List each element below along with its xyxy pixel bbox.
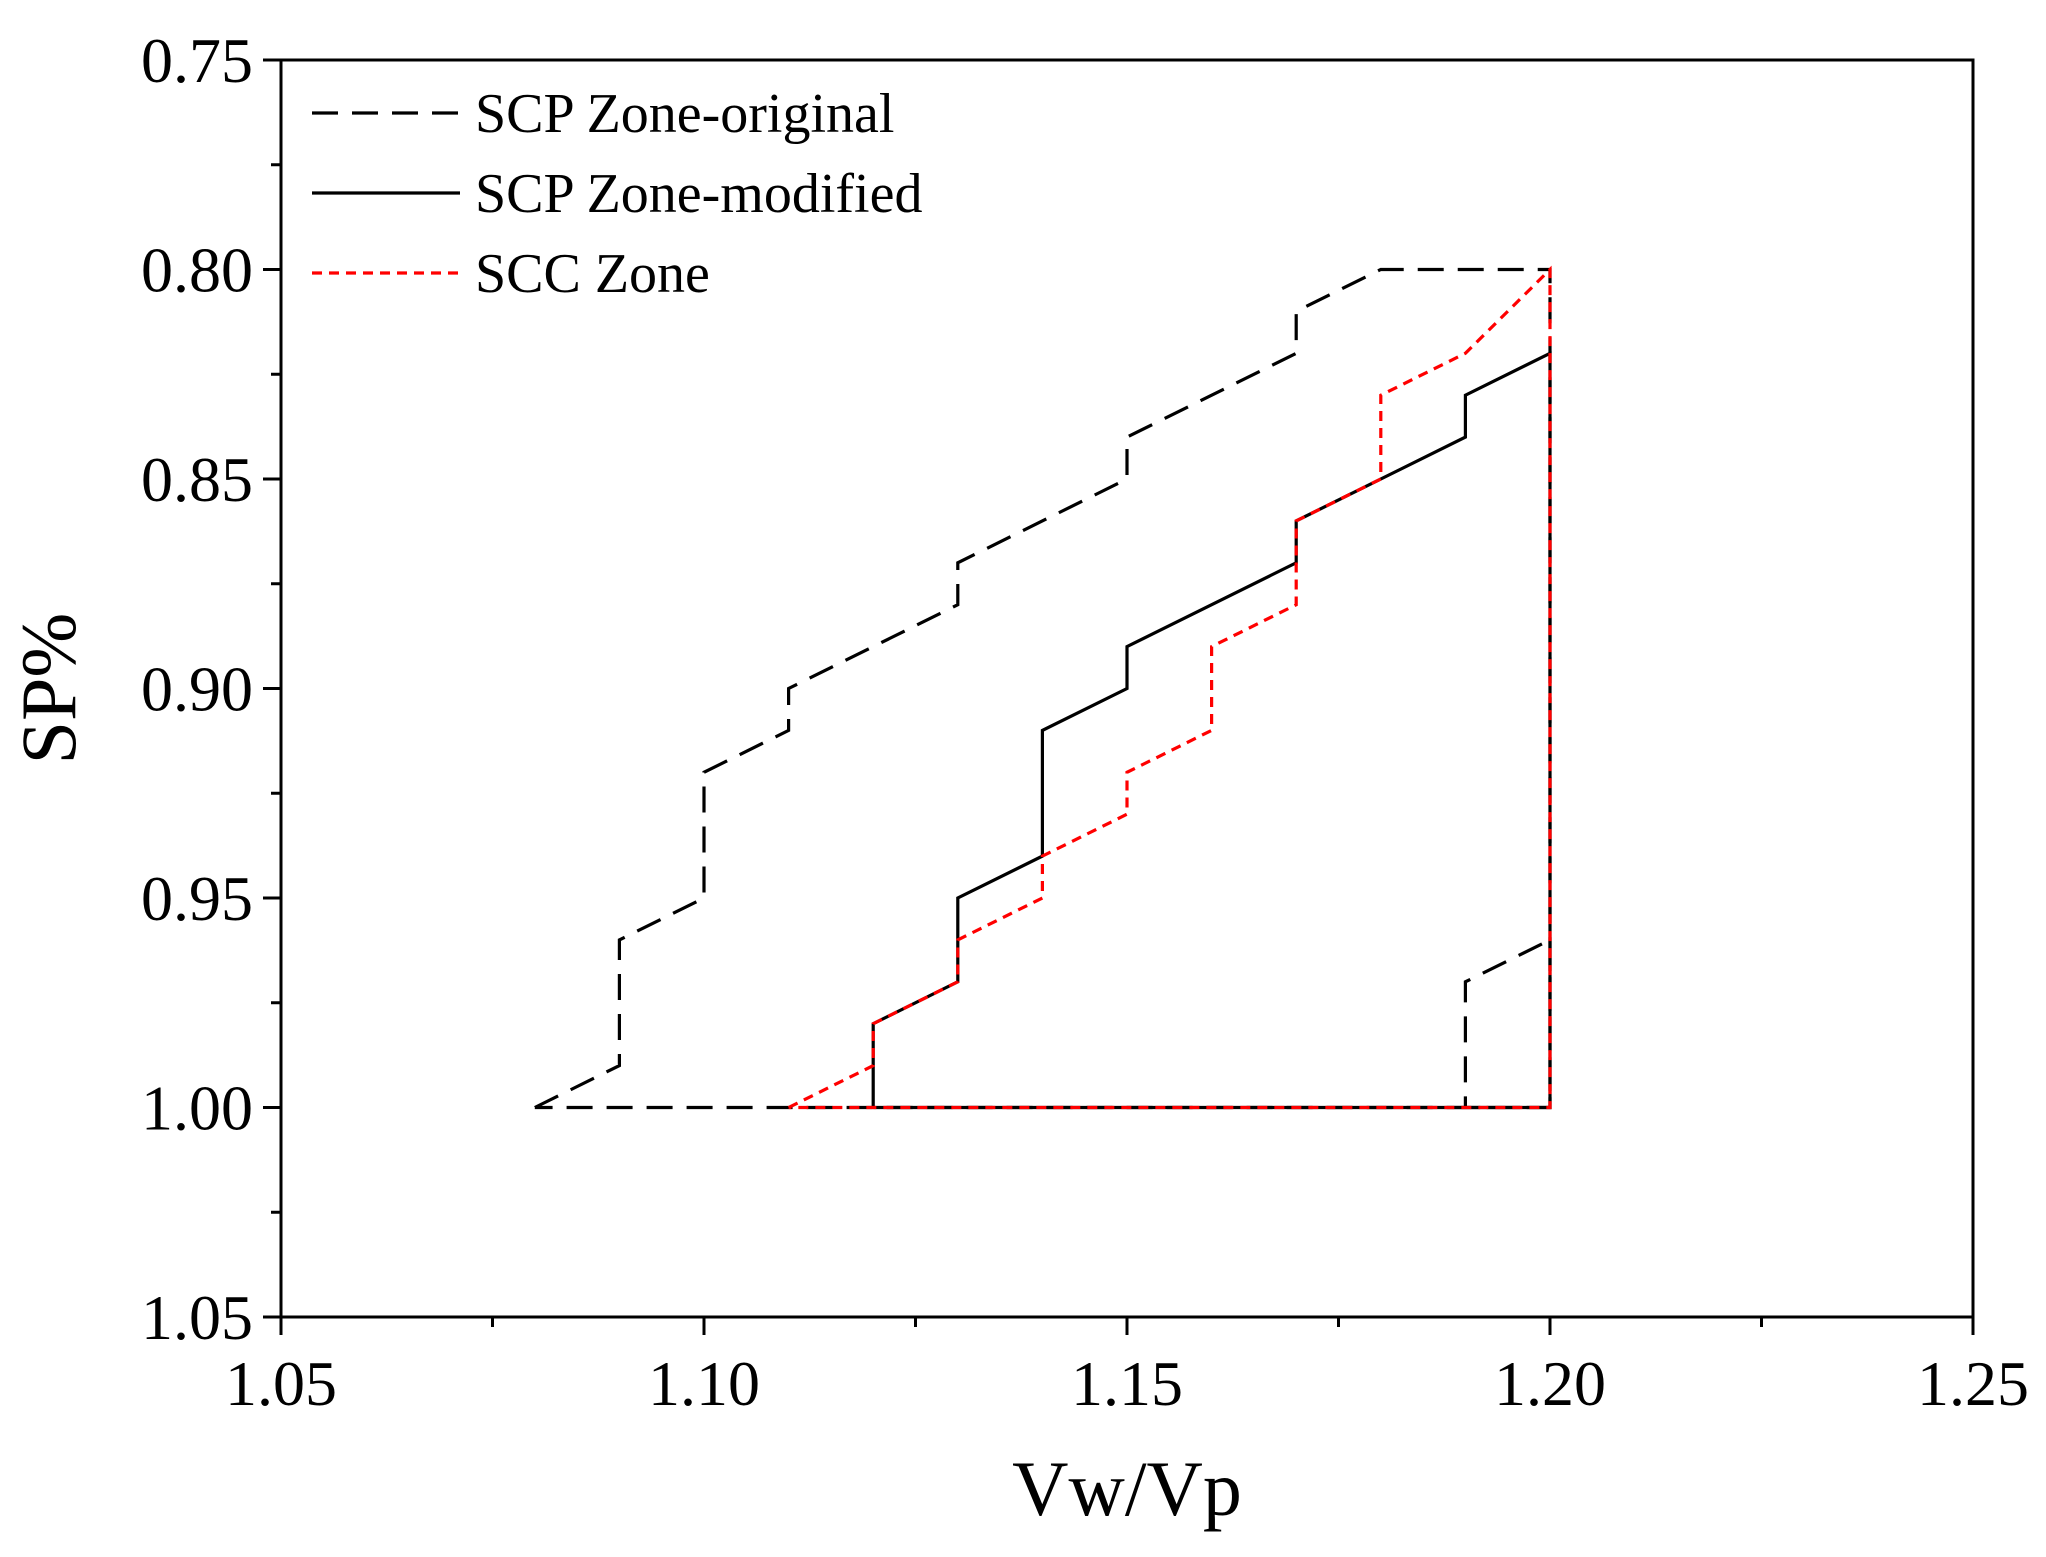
series-layer bbox=[534, 265, 1552, 1110]
series-line-1 bbox=[534, 267, 1552, 1110]
y-tick-label: 1.05 bbox=[141, 1282, 253, 1353]
series-line-3 bbox=[787, 265, 1552, 1110]
x-tick-label: 1.10 bbox=[648, 1348, 760, 1419]
y-tick-label: 0.95 bbox=[141, 863, 253, 934]
y-tick-label: 0.80 bbox=[141, 235, 253, 306]
x-tick-label: 1.15 bbox=[1071, 1348, 1183, 1419]
y-axis-label: SP% bbox=[5, 613, 92, 765]
tick-layer: 1.05 1.10 1.15 1.20 1.25 0.75 0.80 0.85 0.90 0.95… bbox=[141, 25, 2029, 1419]
y-tick-label: 0.85 bbox=[141, 444, 253, 515]
series-line-2 bbox=[871, 350, 1552, 1110]
legend-label-1: SCP Zone-original bbox=[475, 83, 894, 145]
x-axis-label: Vw/Vp bbox=[1012, 1445, 1242, 1532]
y-tick-label: 0.90 bbox=[141, 654, 253, 725]
legend: SCP Zone-original SCP Zone-modified SCC Zo… bbox=[312, 83, 922, 305]
y-tick-label: 1.00 bbox=[141, 1073, 253, 1144]
legend-label-2: SCP Zone-modified bbox=[475, 163, 922, 225]
legend-label-3: SCC Zone bbox=[475, 243, 710, 305]
x-tick-label: 1.05 bbox=[225, 1348, 337, 1419]
y-tick-label: 0.75 bbox=[141, 25, 253, 96]
x-tick-label: 1.20 bbox=[1494, 1348, 1606, 1419]
x-tick-label: 1.25 bbox=[1917, 1348, 2029, 1419]
